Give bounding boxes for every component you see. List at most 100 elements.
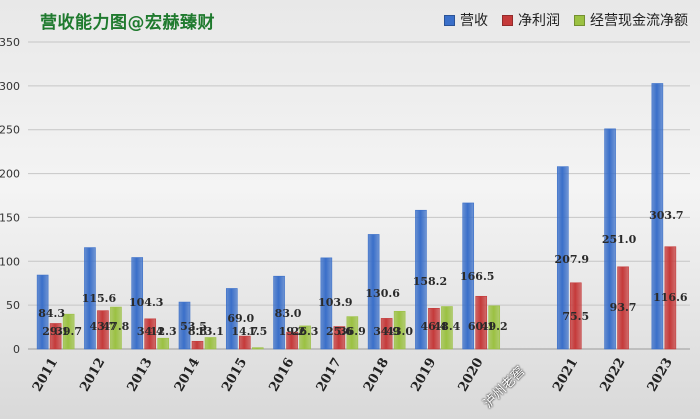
data-label-revenue: 84.3 xyxy=(38,307,65,320)
bar-profit xyxy=(144,318,157,350)
bar-profit xyxy=(475,295,488,350)
bar-profit xyxy=(286,331,298,350)
bar-revenue xyxy=(367,234,380,350)
bar-profit xyxy=(191,340,204,350)
chart-legend: 营收 净利润 经营现金流净额 xyxy=(444,10,688,30)
y-tick-label: 50 xyxy=(6,299,20,312)
bar-cashflow xyxy=(299,325,311,350)
data-label-revenue: 303.7 xyxy=(649,209,683,222)
data-label-cashflow: 48.4 xyxy=(434,320,461,333)
x-tick-label: 2021 xyxy=(550,356,581,395)
legend-swatch-profit xyxy=(502,14,513,26)
y-tick-label: 250 xyxy=(0,124,20,137)
data-label-cashflow: 13.1 xyxy=(197,325,224,338)
data-label-revenue: 104.3 xyxy=(129,296,163,309)
bar-profit xyxy=(569,282,582,350)
bar-revenue xyxy=(178,301,191,350)
bar-cashflow xyxy=(441,306,453,350)
legend-item-profit: 净利润 xyxy=(502,10,560,30)
bar-profit xyxy=(664,246,677,350)
x-tick-label: 2023 xyxy=(645,356,676,395)
bar-revenue xyxy=(84,247,96,350)
data-label-profit: 75.5 xyxy=(562,310,589,323)
bar-cashflow xyxy=(393,310,406,350)
x-tick-label: 2019 xyxy=(408,356,439,395)
bar-revenue xyxy=(462,202,475,350)
bar-cashflow xyxy=(251,347,264,350)
x-tick-label: 2017 xyxy=(314,356,345,395)
y-tick-label: 150 xyxy=(0,211,20,224)
data-label-cashflow: 43.0 xyxy=(386,325,413,338)
data-label-revenue: 69.0 xyxy=(227,312,254,325)
x-tick-label: 2013 xyxy=(125,356,156,395)
x-tick-label: 2018 xyxy=(361,356,392,395)
data-label-cashflow: 36.9 xyxy=(339,325,366,338)
x-tick-label: 2015 xyxy=(219,356,250,395)
bar-cashflow xyxy=(204,337,217,350)
bar-revenue xyxy=(651,83,664,350)
data-label-profit: 43.7 xyxy=(90,320,117,333)
legend-swatch-cashflow xyxy=(574,14,585,26)
data-label-cashflow: 12.3 xyxy=(150,325,177,338)
data-label-profit: 34.4 xyxy=(137,325,164,338)
data-label-profit: 29.1 xyxy=(42,325,69,338)
bar-profit xyxy=(617,266,629,350)
legend-item-revenue: 营收 xyxy=(444,10,488,30)
x-tick-label: 2016 xyxy=(266,356,297,395)
data-label-revenue: 207.9 xyxy=(555,253,589,266)
legend-label-cashflow: 经营现金流净额 xyxy=(590,13,688,29)
bar-revenue xyxy=(36,274,49,350)
data-label-profit: 46.4 xyxy=(421,320,448,333)
data-label-revenue: 83.0 xyxy=(275,307,302,320)
data-label-cashflow: 1.5 xyxy=(248,325,267,338)
legend-label-profit: 净利润 xyxy=(518,13,560,29)
data-label-cashflow: 26.3 xyxy=(292,325,319,338)
legend-label-revenue: 营收 xyxy=(460,13,488,29)
bar-cashflow xyxy=(488,305,501,350)
bar-profit xyxy=(49,323,62,350)
bar-revenue xyxy=(225,288,238,350)
data-label-revenue: 130.6 xyxy=(365,287,400,300)
bar-revenue xyxy=(556,166,569,350)
bar-revenue xyxy=(604,128,616,350)
bar-cashflow xyxy=(62,313,75,350)
data-label-profit: 34.9 xyxy=(373,325,400,338)
y-tick-label: 300 xyxy=(0,80,20,93)
data-label-cashflow: 39.7 xyxy=(55,325,82,338)
y-tick-label: 0 xyxy=(13,343,20,356)
legend-item-cashflow: 经营现金流净额 xyxy=(574,10,688,30)
data-label-profit: 116.6 xyxy=(653,291,688,304)
data-label-profit: 8.8 xyxy=(188,325,207,338)
bar-profit xyxy=(380,318,393,350)
bar-profit xyxy=(238,335,251,350)
data-label-revenue: 166.5 xyxy=(460,270,494,283)
bar-revenue xyxy=(415,209,427,350)
bar-profit xyxy=(333,326,346,350)
x-tick-label: 2022 xyxy=(597,356,628,395)
data-label-revenue: 103.9 xyxy=(318,296,352,309)
data-label-revenue: 53.5 xyxy=(180,320,207,333)
x-tick-label: 2011 xyxy=(30,356,61,395)
data-label-profit: 19.2 xyxy=(279,325,306,338)
legend-swatch-revenue xyxy=(444,14,455,26)
data-label-profit: 93.7 xyxy=(610,301,637,314)
bar-revenue xyxy=(131,257,144,350)
data-label-revenue: 251.0 xyxy=(602,233,637,246)
x-tick-label: 2020 xyxy=(456,356,487,395)
data-label-revenue: 158.2 xyxy=(413,275,447,288)
y-tick-label: 100 xyxy=(0,255,20,268)
y-tick-label: 350 xyxy=(0,36,20,49)
bar-profit xyxy=(428,308,440,350)
bar-revenue xyxy=(320,257,333,350)
x-tick-label: 2012 xyxy=(77,356,108,395)
bar-profit xyxy=(97,310,109,350)
bar-cashflow xyxy=(346,316,359,350)
data-label-revenue: 115.6 xyxy=(82,292,117,305)
bar-cashflow xyxy=(157,337,170,350)
data-label-cashflow: 49.2 xyxy=(481,320,508,333)
data-label-cashflow: 47.8 xyxy=(103,320,130,333)
chart-title: 营收能力图@宏赫臻财 xyxy=(40,13,215,33)
data-label-profit: 25.6 xyxy=(326,325,353,338)
